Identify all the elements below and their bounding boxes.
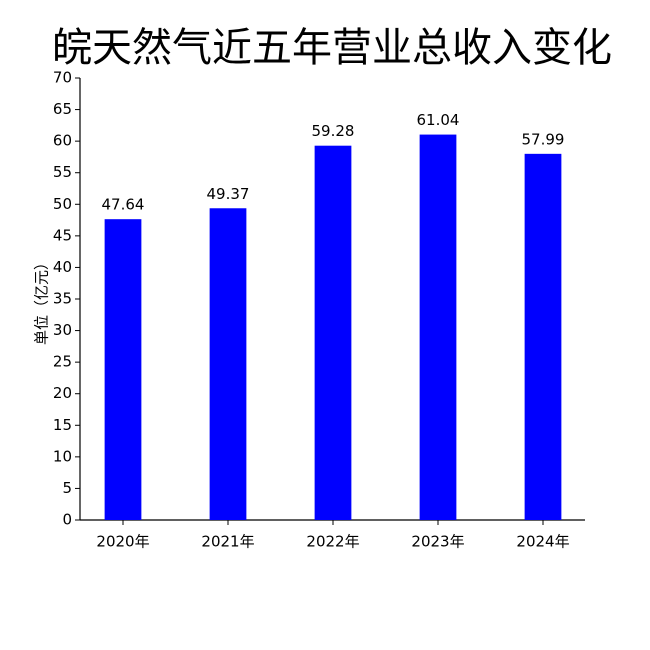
bar [104, 219, 142, 520]
bar [419, 134, 457, 521]
y-tick-label: 0 [62, 511, 72, 529]
y-tick-label: 40 [53, 258, 72, 276]
x-tick-label: 2021年 [201, 533, 254, 551]
y-tick-label: 20 [53, 384, 72, 402]
value-label: 61.04 [417, 111, 460, 129]
value-label: 57.99 [522, 130, 565, 148]
bar [314, 145, 352, 520]
value-label: 49.37 [207, 185, 250, 203]
x-tick-label: 2023年 [411, 533, 464, 551]
chart-title: 皖天然气近五年营业总收入变化 [52, 25, 612, 71]
x-tick-label: 2024年 [516, 533, 569, 551]
y-tick-label: 50 [53, 195, 72, 213]
y-tick-label: 25 [53, 353, 72, 371]
bar [209, 208, 247, 520]
value-label: 59.28 [312, 122, 355, 140]
x-tick-label: 2020年 [96, 533, 149, 551]
y-tick-label: 35 [53, 290, 72, 308]
value-label: 47.64 [102, 196, 145, 214]
y-tick-label: 55 [53, 163, 72, 181]
y-tick-label: 30 [53, 321, 72, 339]
y-tick-label: 60 [53, 132, 72, 150]
y-tick-label: 5 [62, 479, 72, 497]
y-axis-label: 单位（亿元） [33, 255, 51, 345]
y-tick-label: 65 [53, 100, 72, 118]
bar [524, 153, 562, 520]
y-tick-label: 10 [53, 447, 72, 465]
y-tick-label: 45 [53, 226, 72, 244]
y-tick-label: 70 [53, 69, 72, 87]
y-tick-label: 15 [53, 416, 72, 434]
x-tick-label: 2022年 [306, 533, 359, 551]
